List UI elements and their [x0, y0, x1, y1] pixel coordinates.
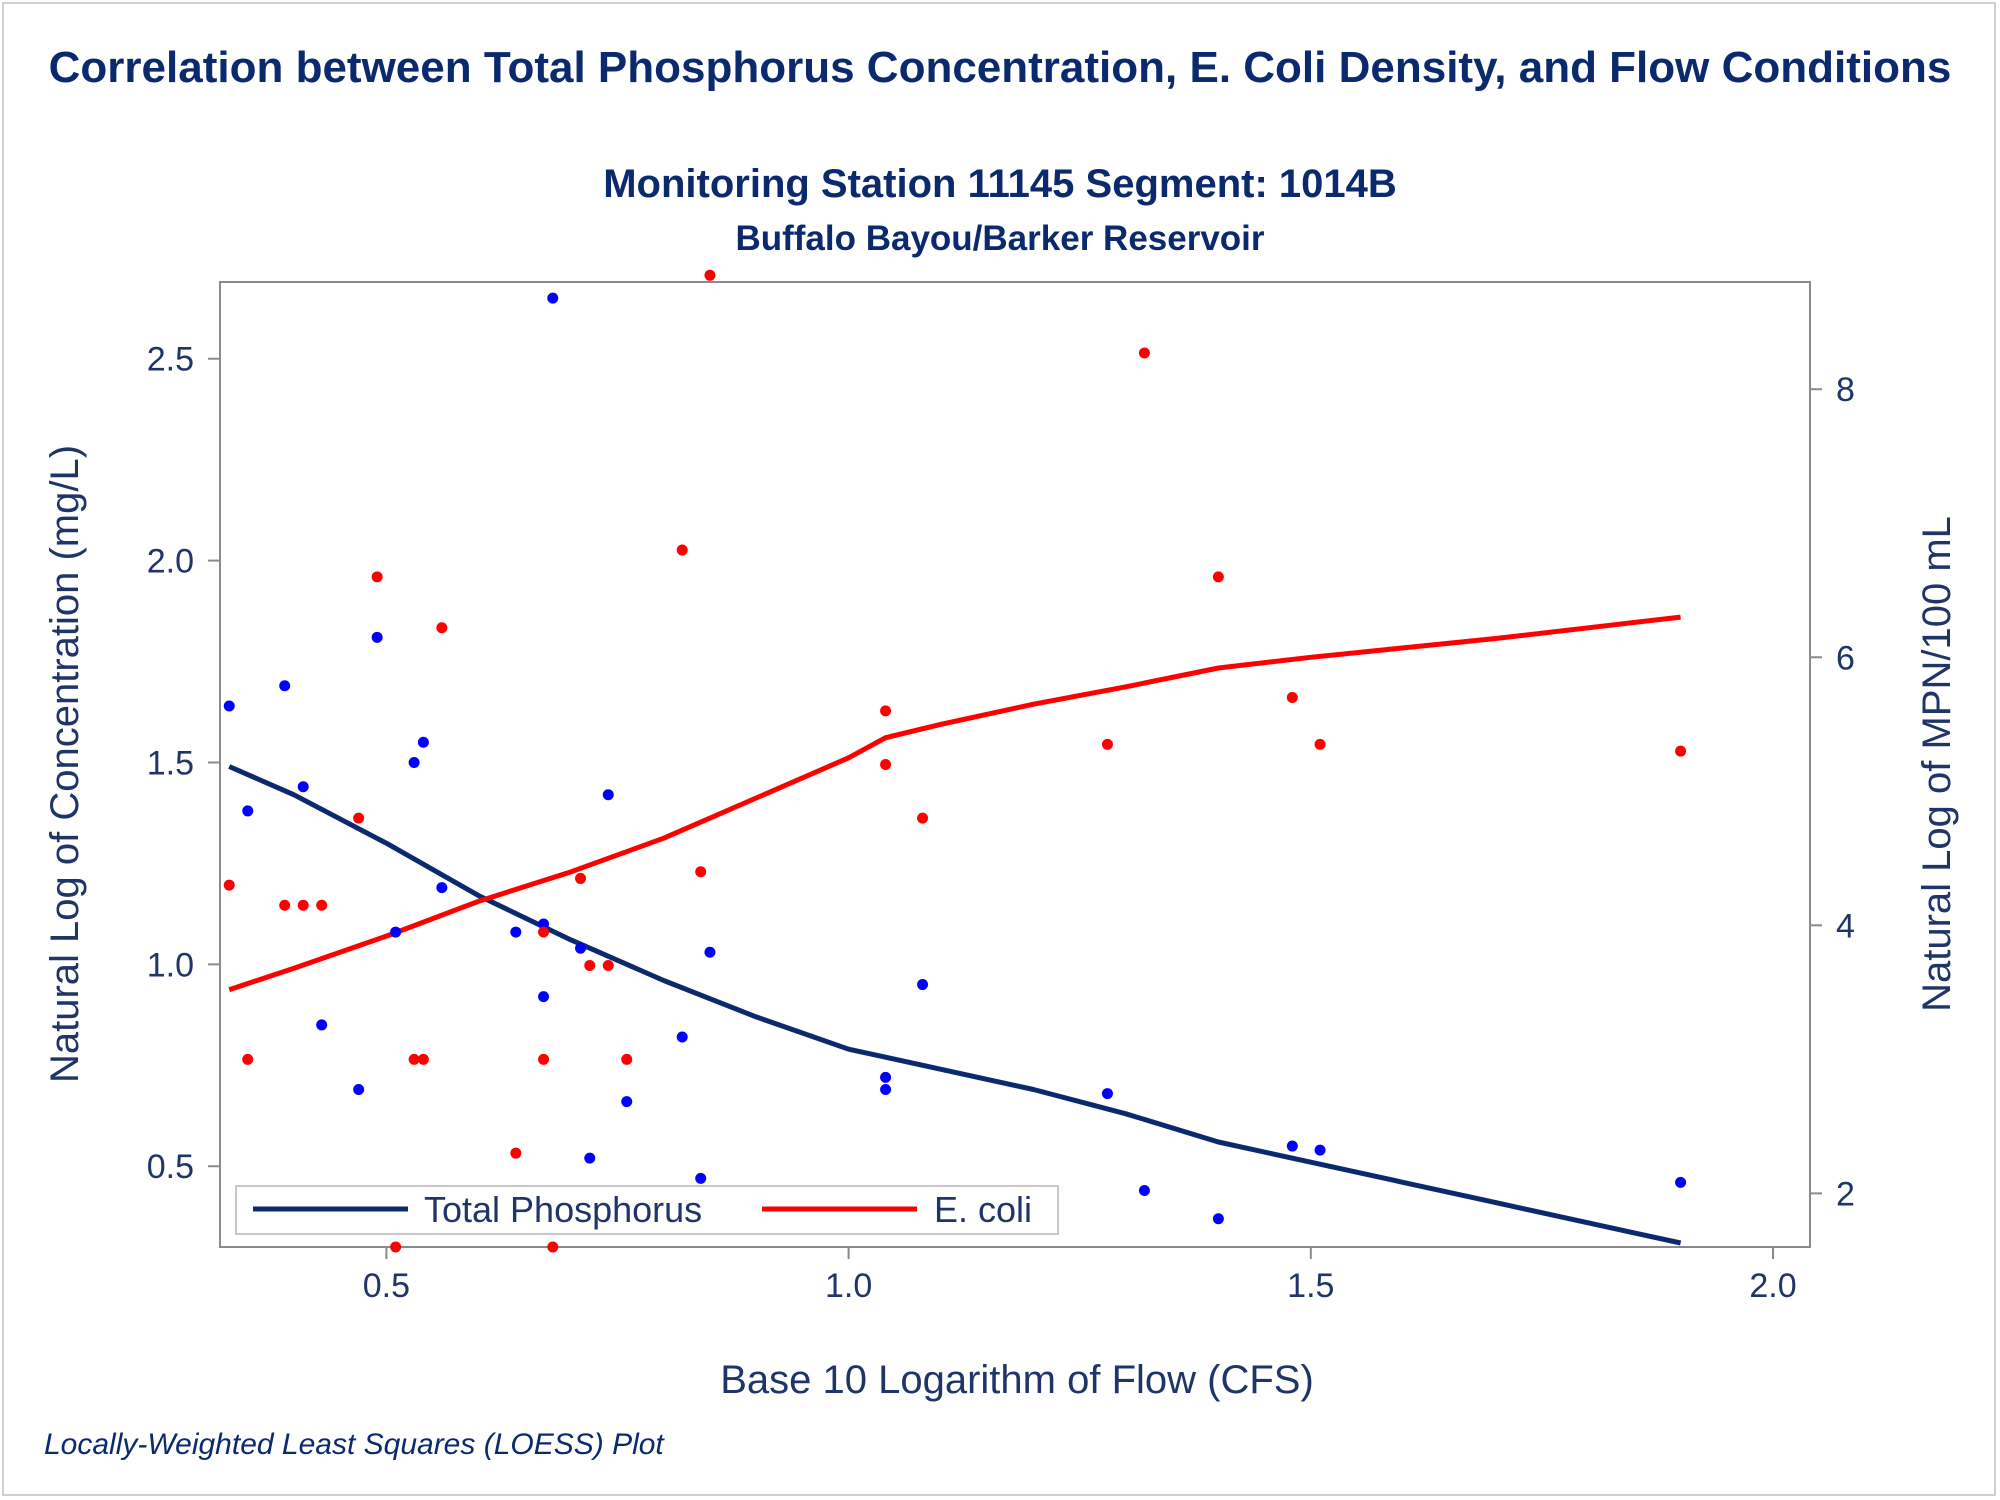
scatter-points	[223, 269, 1687, 1253]
x-tick-label: 1.0	[825, 1267, 872, 1305]
point-total-phosphorus	[242, 805, 254, 817]
point-total-phosphorus	[297, 781, 309, 793]
point-total-phosphorus	[436, 882, 448, 894]
x-tick-label: 2.0	[1749, 1267, 1796, 1305]
point-e-coli	[316, 899, 328, 911]
point-total-phosphorus	[1675, 1176, 1687, 1188]
point-e-coli	[575, 872, 587, 884]
point-e-coli	[353, 812, 365, 824]
point-total-phosphorus	[676, 1031, 688, 1043]
chart-footnote: Locally-Weighted Least Squares (LOESS) P…	[44, 1428, 664, 1461]
point-total-phosphorus	[538, 918, 550, 930]
point-total-phosphorus	[316, 1019, 328, 1031]
point-e-coli	[408, 1053, 420, 1065]
chart-title: Correlation between Total Phosphorus Con…	[48, 43, 1952, 92]
point-total-phosphorus	[538, 991, 550, 1003]
point-total-phosphorus	[1286, 1140, 1298, 1152]
point-e-coli	[371, 571, 383, 583]
point-total-phosphorus	[575, 942, 587, 954]
legend-label-e-coli: E. coli	[934, 1189, 1032, 1230]
point-e-coli	[704, 269, 716, 281]
point-total-phosphorus	[223, 700, 235, 712]
chart-subtitle: Monitoring Station 11145 Segment: 1014B	[603, 162, 1397, 206]
point-total-phosphorus	[584, 1152, 596, 1164]
point-e-coli	[602, 960, 614, 972]
point-e-coli	[538, 1053, 550, 1065]
point-e-coli	[242, 1053, 254, 1065]
y-left-tick-label: 1.5	[147, 744, 194, 782]
point-total-phosphorus	[1101, 1088, 1113, 1100]
point-total-phosphorus	[602, 789, 614, 801]
y-left-tick-label: 0.5	[147, 1148, 194, 1186]
loess-line-e-coli	[228, 614, 1681, 993]
point-e-coli	[880, 705, 892, 717]
y-left-tick-label: 1.0	[147, 946, 194, 984]
point-total-phosphorus	[621, 1096, 633, 1108]
point-e-coli	[880, 759, 892, 770]
point-e-coli	[223, 879, 235, 891]
point-e-coli	[417, 1053, 429, 1065]
point-e-coli	[547, 1241, 559, 1253]
point-total-phosphorus	[371, 631, 383, 643]
loess-lines	[228, 614, 1682, 1246]
point-total-phosphorus	[695, 1172, 707, 1184]
point-e-coli	[1286, 691, 1298, 703]
y-axis-left-label: Natural Log of Concentration (mg/L)	[43, 445, 87, 1083]
loess-line-total-phosphorus	[228, 764, 1682, 1246]
point-e-coli	[1138, 347, 1150, 359]
point-total-phosphorus	[880, 1071, 892, 1083]
point-e-coli	[1101, 738, 1113, 750]
point-e-coli	[510, 1147, 522, 1159]
axis-ticks: 0.5 1.0 1.5 2.0 0.5 1.0 1.5 2.0 2.5 2 4 6 8	[147, 341, 1855, 1305]
point-e-coli	[297, 899, 309, 911]
point-e-coli	[695, 866, 707, 878]
point-total-phosphorus	[917, 979, 929, 991]
y-right-tick-label: 8	[1836, 371, 1855, 409]
y-axis-right-label: Natural Log of MPN/100 mL	[1915, 516, 1959, 1012]
point-total-phosphorus	[1212, 1213, 1224, 1225]
point-e-coli	[436, 622, 448, 634]
x-tick-label: 1.5	[1287, 1267, 1334, 1305]
plot-area	[219, 281, 1811, 1248]
point-total-phosphorus	[547, 292, 559, 304]
y-right-tick-label: 2	[1836, 1175, 1855, 1213]
point-e-coli	[1212, 571, 1224, 583]
legend-label-total-phosphorus: Total Phosphorus	[424, 1189, 702, 1230]
point-e-coli	[621, 1053, 633, 1065]
x-axis-label: Base 10 Logarithm of Flow (CFS)	[720, 1358, 1314, 1402]
point-total-phosphorus	[1314, 1144, 1326, 1156]
legend: Total Phosphorus E. coli	[235, 1185, 1059, 1235]
y-right-tick-label: 4	[1836, 907, 1855, 945]
point-total-phosphorus	[390, 926, 402, 938]
point-e-coli	[279, 899, 291, 911]
point-e-coli	[390, 1241, 402, 1253]
point-total-phosphorus	[1138, 1184, 1150, 1196]
point-total-phosphorus	[279, 680, 291, 692]
y-left-tick-label: 2.5	[147, 341, 194, 379]
point-total-phosphorus	[408, 756, 420, 768]
point-total-phosphorus	[880, 1084, 892, 1096]
point-e-coli	[538, 926, 550, 938]
x-tick-label: 0.5	[363, 1267, 410, 1305]
point-total-phosphorus	[353, 1084, 365, 1096]
point-e-coli	[1314, 738, 1326, 750]
point-total-phosphorus	[417, 736, 429, 748]
point-e-coli	[676, 544, 688, 556]
point-e-coli	[1675, 745, 1687, 757]
y-left-tick-label: 2.0	[147, 543, 194, 581]
point-total-phosphorus	[510, 926, 522, 938]
point-total-phosphorus	[704, 946, 716, 958]
chart-subtitle-secondary: Buffalo Bayou/Barker Reservoir	[735, 219, 1265, 258]
y-right-tick-label: 6	[1836, 639, 1855, 677]
point-e-coli	[584, 960, 596, 972]
point-e-coli	[917, 812, 929, 824]
